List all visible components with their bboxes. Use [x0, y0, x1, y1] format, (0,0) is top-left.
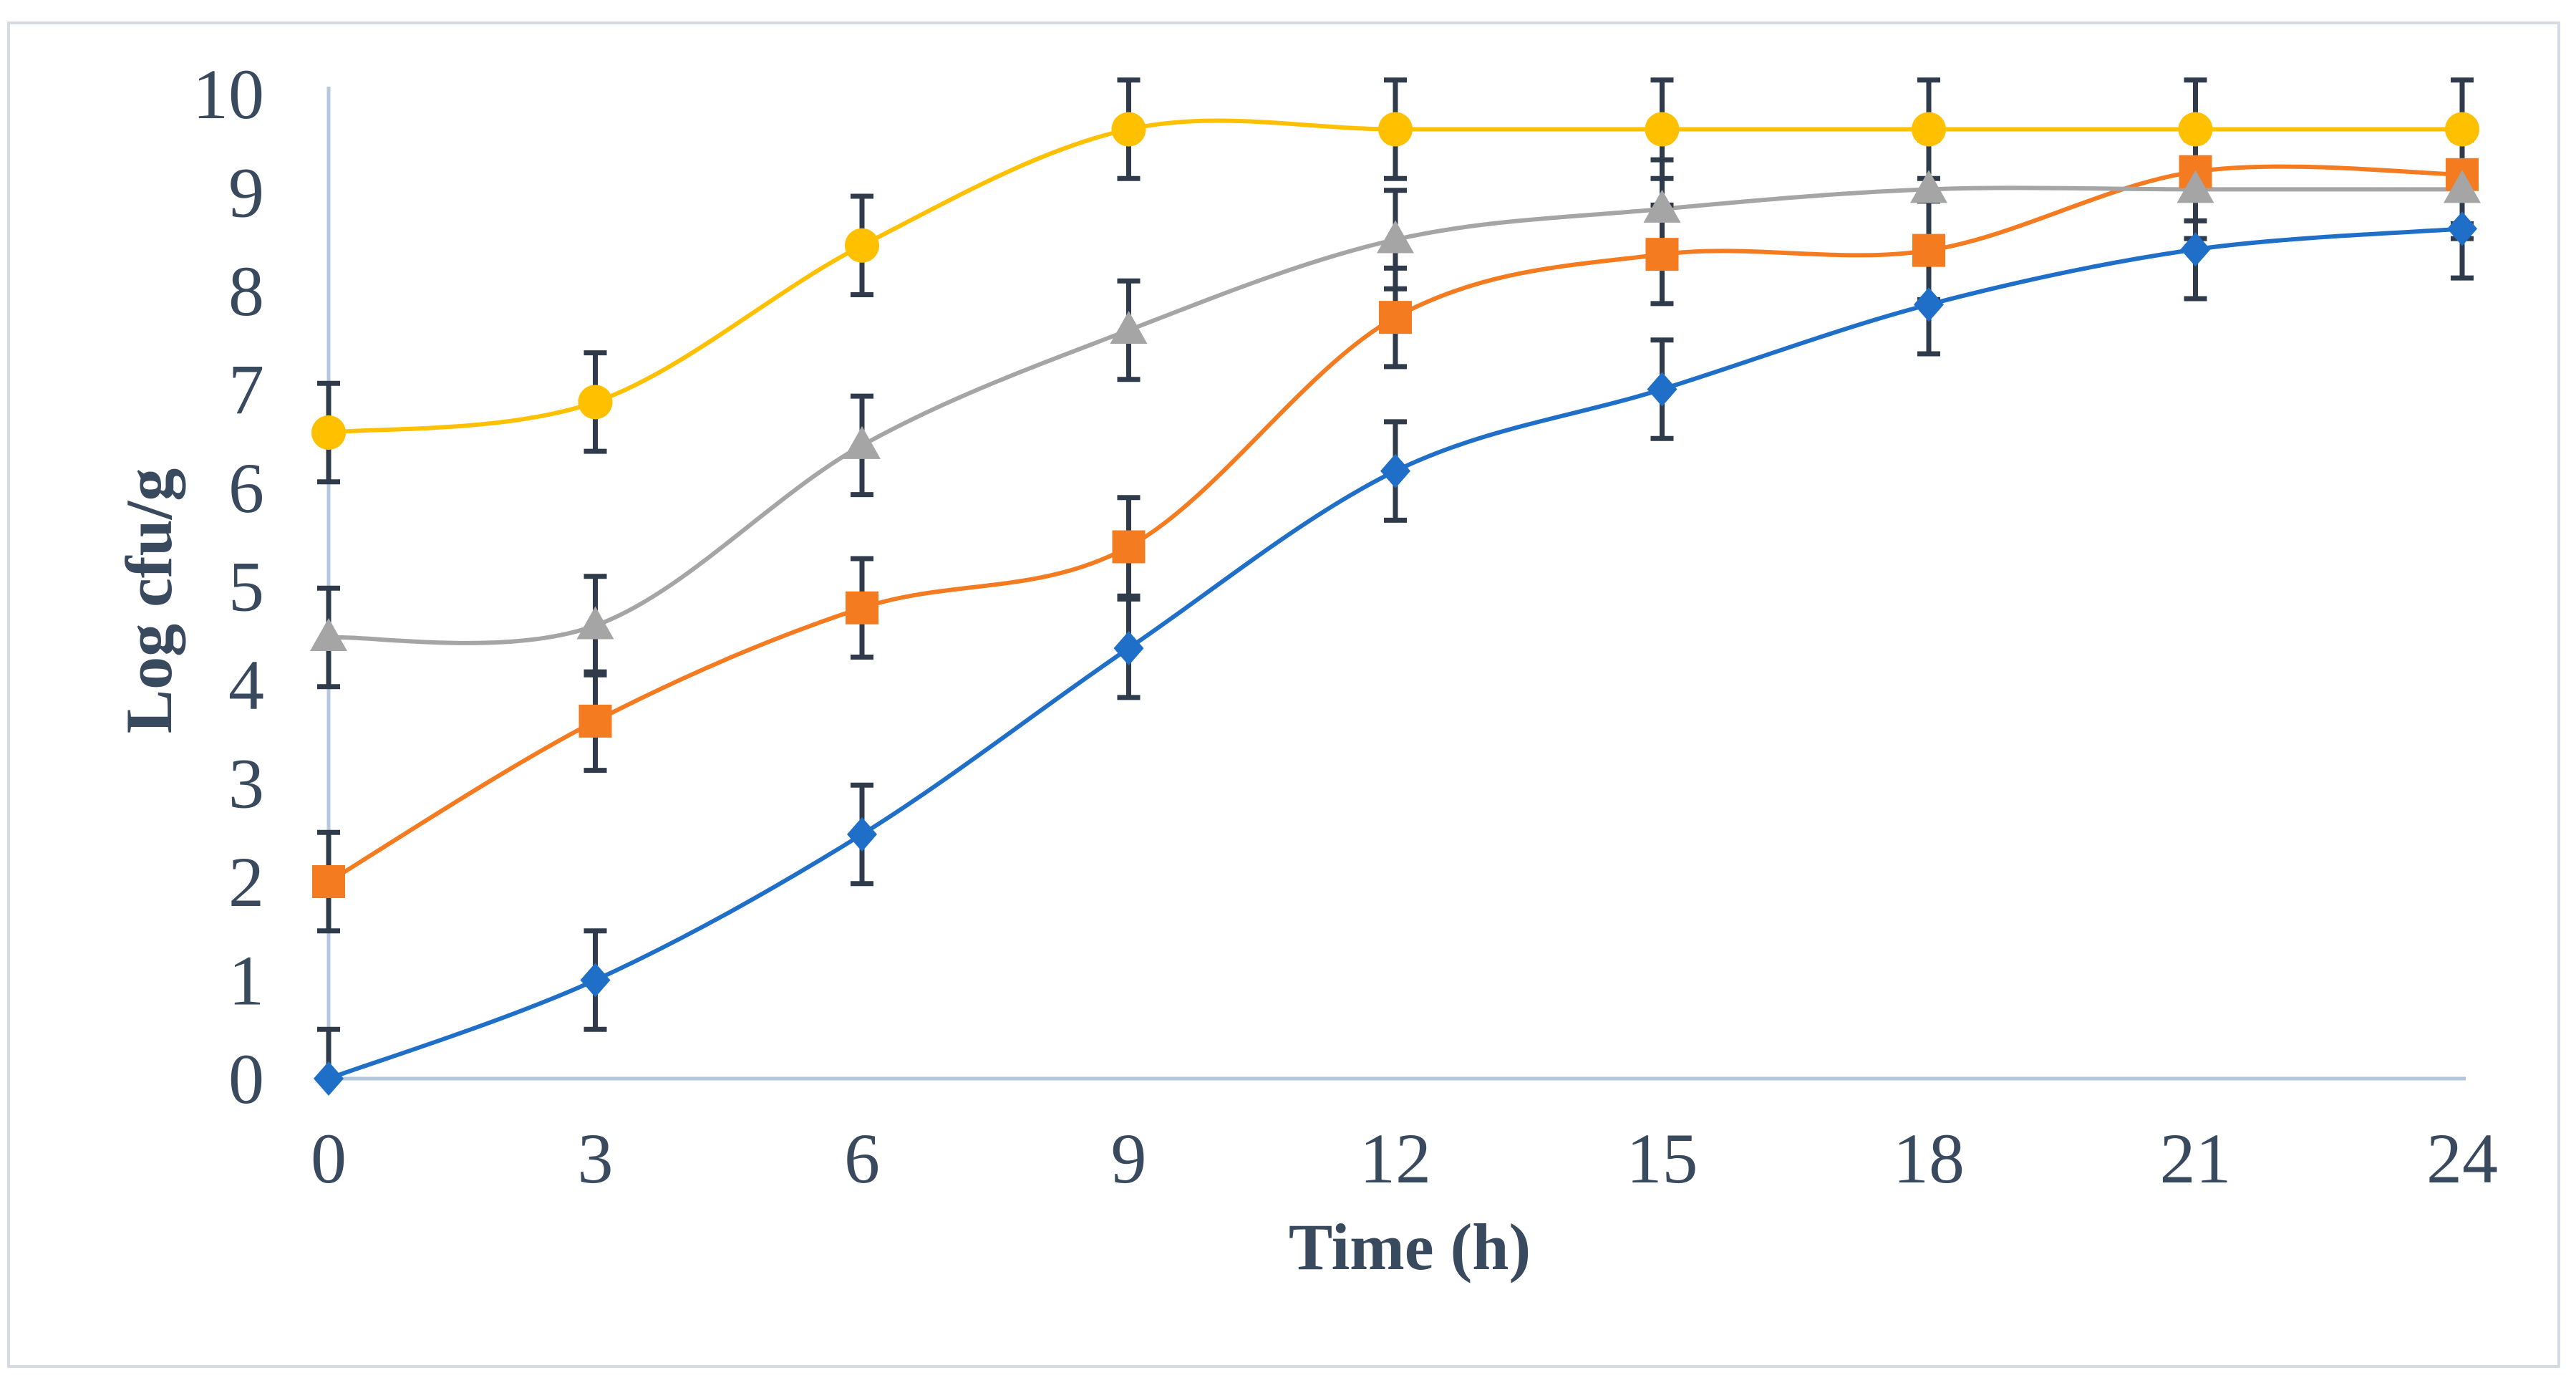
y-tick-label: 10: [193, 54, 264, 134]
y-tick-label: 2: [228, 842, 264, 922]
data-point-square: [578, 704, 612, 738]
x-tick-labels: 0 3 6 9 12 15 18 21 24: [311, 1119, 2498, 1198]
x-tick-label: 18: [1893, 1119, 1965, 1198]
x-tick-label: 15: [1627, 1119, 1698, 1198]
data-point-circle: [2178, 112, 2213, 147]
data-point-diamond: [1647, 372, 1677, 407]
data-point-triangle: [576, 606, 614, 640]
data-point-circle: [1645, 112, 1680, 147]
data-point-circle: [1111, 112, 1146, 147]
series-line-1: [327, 226, 2463, 1081]
x-tick-label: 9: [1111, 1119, 1147, 1198]
data-point-circle: [578, 385, 613, 420]
data-point-square: [1645, 238, 1679, 271]
data-point-diamond: [1380, 453, 1410, 488]
data-point-square: [1112, 530, 1146, 564]
chart-frame: 0 3 6 9 12 15 18 21 24 0 1 2 3 4 5 6 7 8 9 10 Time (h) Log…: [7, 21, 2560, 1368]
x-tick-label: 12: [1360, 1119, 1431, 1198]
y-axis-title: Log cfu/g: [112, 468, 185, 734]
data-point-square: [846, 591, 878, 625]
y-tick-labels: 0 1 2 3 4 5 6 7 8 9 10: [193, 54, 264, 1119]
y-tick-label: 1: [228, 941, 264, 1021]
data-point-triangle: [1910, 170, 1947, 203]
x-tick-label: 24: [2426, 1119, 2498, 1198]
series-line-2: [327, 164, 2463, 884]
y-tick-label: 7: [228, 350, 264, 430]
data-point-diamond: [314, 1061, 344, 1096]
data-point-triangle: [2444, 170, 2481, 203]
data-point-square: [1379, 301, 1412, 334]
x-tick-label: 0: [311, 1119, 347, 1198]
y-tick-label: 4: [228, 645, 264, 725]
markers: [310, 112, 2481, 1096]
x-tick-label: 6: [844, 1119, 880, 1198]
data-point-triangle: [843, 425, 881, 459]
data-point-diamond: [847, 817, 877, 852]
data-point-triangle: [310, 618, 347, 651]
data-point-circle: [311, 415, 346, 450]
y-tick-label: 8: [228, 251, 264, 331]
data-point-circle: [2445, 112, 2479, 147]
data-point-circle: [845, 228, 879, 263]
y-tick-label: 9: [228, 153, 264, 233]
x-tick-label: 21: [2160, 1119, 2232, 1198]
x-axis-title: Time (h): [1289, 1210, 1531, 1283]
data-point-square: [312, 865, 345, 898]
y-tick-label: 3: [228, 744, 264, 824]
data-point-triangle: [1110, 311, 1148, 344]
y-tick-label: 0: [228, 1039, 264, 1119]
data-point-circle: [1378, 112, 1413, 147]
data-point-diamond: [2180, 232, 2211, 267]
data-point-circle: [1912, 112, 1946, 147]
data-point-diamond: [2447, 211, 2477, 246]
data-point-diamond: [580, 963, 611, 998]
data-point-triangle: [1643, 189, 1681, 223]
data-point-diamond: [1113, 631, 1144, 666]
data-point-triangle: [2176, 170, 2214, 203]
data-point-square: [1912, 233, 1945, 267]
data-point-diamond: [1914, 287, 1944, 322]
x-tick-label: 3: [578, 1119, 614, 1198]
data-point-triangle: [1377, 220, 1414, 254]
y-tick-label: 6: [228, 448, 264, 528]
y-tick-label: 5: [228, 547, 264, 627]
